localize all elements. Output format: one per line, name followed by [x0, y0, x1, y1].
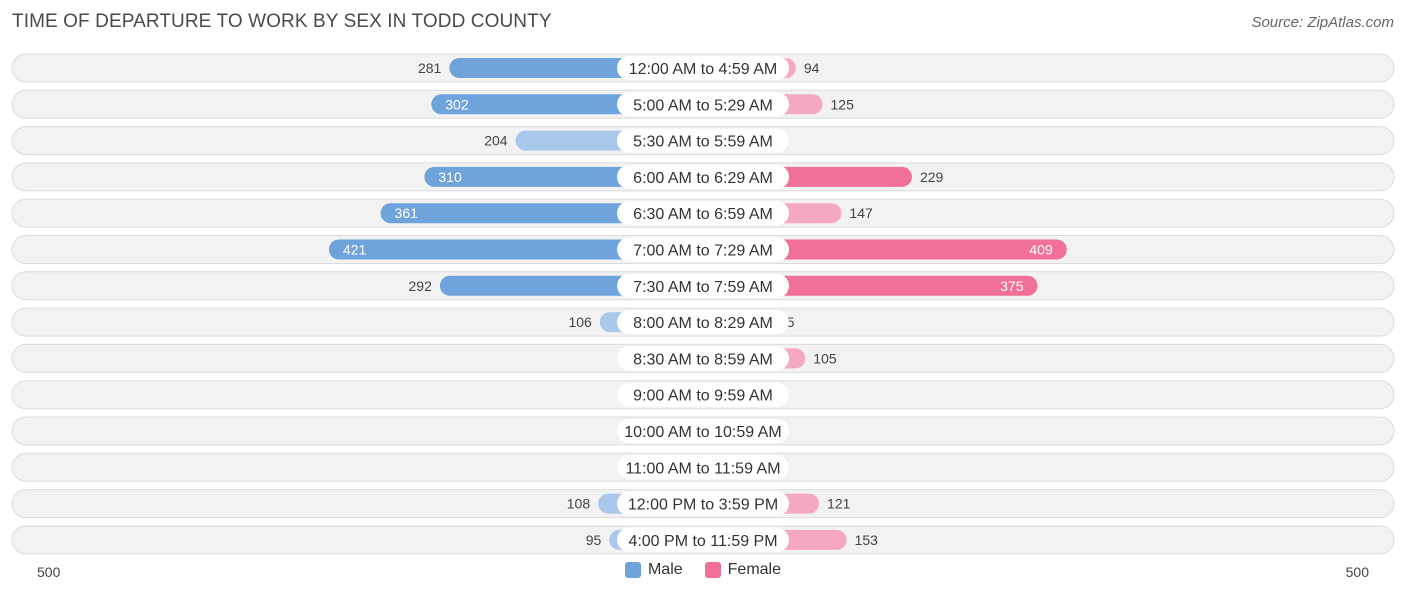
category-label: 11:00 AM to 11:59 AM: [625, 460, 780, 477]
data-label-male: 361: [395, 205, 419, 221]
category-pill: [617, 273, 789, 298]
category-pill: [617, 56, 789, 80]
category-pill: [617, 92, 789, 117]
category-label: 5:30 AM to 5:59 AM: [633, 134, 773, 151]
data-label-female: 105: [813, 350, 837, 366]
data-label-male: 106: [568, 314, 592, 330]
data-label-male: 281: [418, 60, 442, 76]
category-label: 12:00 PM to 3:59 PM: [628, 497, 778, 514]
category-label: 6:00 AM to 6:29 AM: [633, 170, 773, 187]
data-label-female: 147: [849, 205, 873, 221]
chart-title: TIME OF DEPARTURE TO WORK BY SEX IN TODD…: [12, 11, 552, 32]
category-label: 4:00 PM to 11:59 PM: [628, 533, 777, 550]
category-pill: [617, 491, 789, 516]
legend-item-male[interactable]: Male: [624, 561, 683, 579]
category-pill: [617, 419, 789, 443]
legend-item-female[interactable]: Female: [704, 561, 782, 579]
source-note: Source: ZipAtlas.com: [1251, 14, 1394, 31]
category-label: 8:30 AM to 8:59 AM: [633, 351, 773, 368]
data-label-male: 292: [409, 278, 433, 294]
category-pill: [617, 346, 789, 371]
data-label-female: 375: [1000, 278, 1024, 294]
category-pill: [617, 527, 789, 552]
axis-label-left: 500: [37, 564, 61, 580]
bar-female: [703, 239, 1067, 260]
category-pill: [617, 201, 789, 226]
category-label: 12:00 AM to 4:59 AM: [629, 61, 778, 78]
category-pill: [617, 164, 789, 189]
category-label: 6:30 AM to 6:59 AM: [633, 206, 773, 223]
legend-label-female: Female: [727, 561, 782, 578]
category-pill: [617, 382, 789, 407]
data-label-female: 121: [827, 496, 851, 512]
category-label: 8:00 AM to 8:29 AM: [633, 315, 773, 332]
legend-label-male: Male: [647, 561, 683, 578]
category-label: 10:00 AM to 10:59 AM: [624, 424, 781, 441]
data-label-male: 204: [484, 133, 508, 149]
category-pill: [617, 310, 789, 335]
data-label-male: 421: [343, 242, 367, 258]
category-label: 7:30 AM to 7:59 AM: [633, 279, 773, 296]
data-label-female: 125: [831, 96, 855, 112]
data-label-male: 310: [438, 169, 462, 185]
data-label-male: 108: [567, 496, 591, 512]
category-label: 9:00 AM to 9:59 AM: [633, 388, 773, 405]
legend-swatch-male: [624, 562, 641, 578]
legend: Male Female: [0, 561, 1406, 579]
data-label-male: 302: [445, 96, 469, 112]
legend-swatch-female: [704, 562, 721, 578]
data-label-female: 409: [1029, 242, 1053, 258]
category-pill: [617, 455, 789, 480]
data-label-male: 95: [586, 532, 602, 548]
axis-label-right: 500: [1346, 564, 1370, 580]
category-pill: [617, 237, 789, 262]
category-label: 5:00 AM to 5:29 AM: [633, 97, 773, 114]
data-label-female: 94: [804, 60, 820, 76]
data-label-female: 229: [920, 169, 944, 185]
category-label: 7:00 AM to 7:29 AM: [633, 243, 773, 260]
bar-male: [328, 239, 703, 260]
category-pill: [617, 128, 789, 153]
data-label-female: 153: [855, 532, 879, 548]
